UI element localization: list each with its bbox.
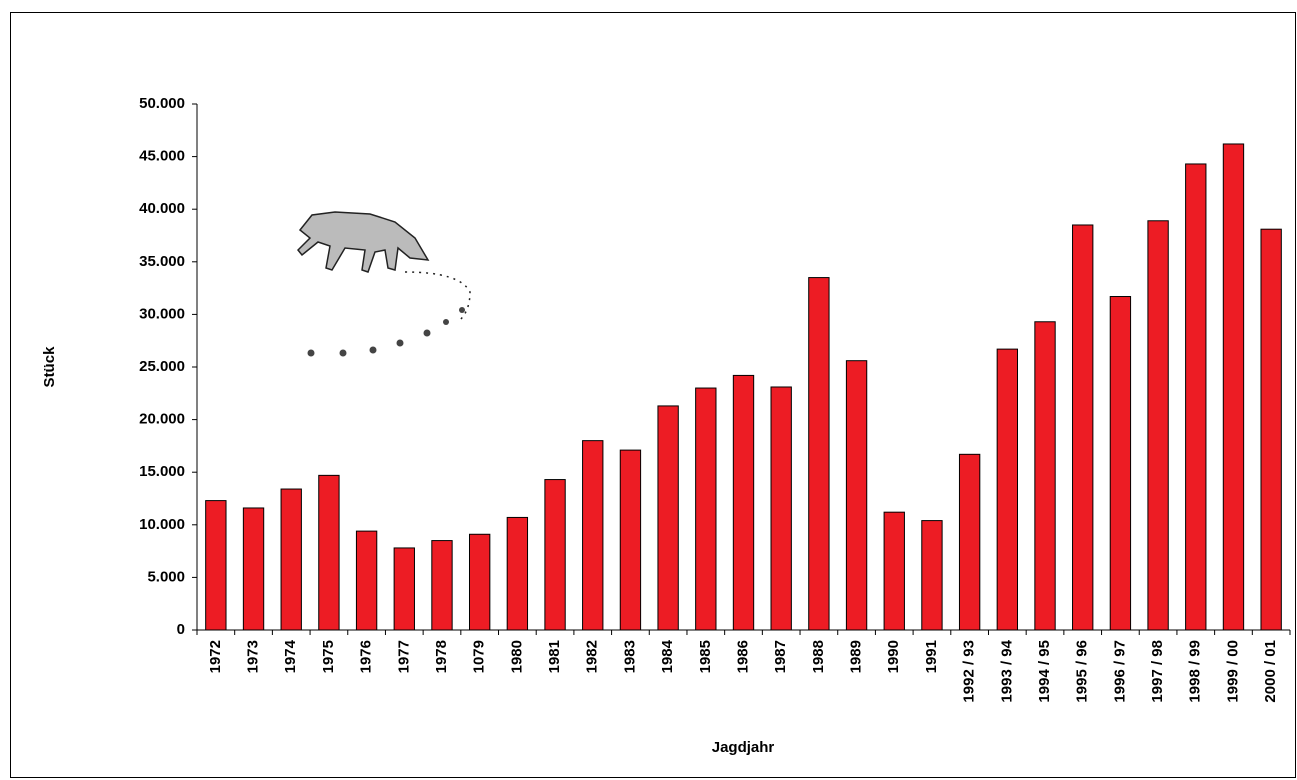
x-tick-label: 1972 <box>207 640 224 673</box>
x-tick-label: 1987 <box>772 640 789 673</box>
x-tick-label: 1994 / 95 <box>1036 640 1053 703</box>
bar <box>845 360 868 631</box>
bar <box>808 277 830 631</box>
x-tick-label: 1981 <box>546 640 563 673</box>
y-tick-label: 40.000 <box>139 200 185 217</box>
x-tick-label: 1973 <box>245 640 262 673</box>
bar <box>958 453 981 631</box>
x-tick-label: 1989 <box>848 640 865 673</box>
bar <box>506 516 529 631</box>
bar <box>1072 224 1094 631</box>
x-tick-label: 1988 <box>810 640 827 673</box>
bar <box>431 540 453 631</box>
bar <box>582 440 604 631</box>
x-tick-label: 1976 <box>358 640 375 673</box>
x-tick-label: 1978 <box>433 640 450 673</box>
x-tick-label: 1999 / 00 <box>1224 640 1241 703</box>
x-tick-label: 1993 / 94 <box>998 639 1015 702</box>
x-axis-label: Jagdjahr <box>712 739 775 756</box>
bar <box>1185 163 1207 631</box>
x-tick-label: 1991 <box>923 640 940 673</box>
bar <box>1222 143 1245 631</box>
x-tick-label: 1974 <box>282 639 299 673</box>
x-tick-label: 1990 <box>885 640 902 673</box>
bar <box>883 511 905 631</box>
y-tick-label: 50.000 <box>139 95 185 112</box>
bar <box>1034 321 1056 631</box>
y-tick-label: 10.000 <box>139 516 185 533</box>
bar <box>619 449 642 631</box>
x-tick-label: 1986 <box>734 640 751 673</box>
y-tick-label: 5.000 <box>147 568 185 585</box>
x-tick-label: 1983 <box>621 640 638 673</box>
bar <box>318 474 340 631</box>
chart-frame <box>10 12 1296 778</box>
x-tick-label: 1977 <box>395 640 412 673</box>
bar <box>205 500 227 631</box>
x-tick-label: 1079 <box>471 640 488 673</box>
bar <box>770 386 792 631</box>
y-tick-label: 35.000 <box>139 253 185 270</box>
fox-illustration <box>296 211 471 357</box>
y-tick-label: 20.000 <box>139 411 185 428</box>
x-tick-label: 1996 / 97 <box>1111 640 1128 703</box>
x-tick-label: 1982 <box>584 640 601 673</box>
x-tick-label: 1980 <box>508 640 525 673</box>
bar <box>544 479 566 631</box>
bar <box>468 533 491 631</box>
x-tick-label: 1984 <box>659 639 676 673</box>
x-tick-label: 2000 / 01 <box>1262 640 1279 703</box>
x-tick-label: 1998 / 99 <box>1187 640 1204 703</box>
x-tick-label: 1997 / 98 <box>1149 640 1166 703</box>
bar <box>393 547 415 631</box>
y-axis-label: Stück <box>41 346 58 388</box>
x-tick-label: 1992 / 93 <box>961 640 978 703</box>
bar <box>657 405 679 631</box>
y-tick-label: 0 <box>177 621 185 638</box>
bar <box>1109 296 1132 631</box>
bar <box>695 387 717 631</box>
bar <box>732 374 755 631</box>
y-tick-label: 45.000 <box>139 148 185 165</box>
bar <box>242 507 265 631</box>
bar <box>280 488 302 631</box>
x-tick-label: 1975 <box>320 640 337 673</box>
bar <box>1147 220 1169 631</box>
bar <box>355 530 378 631</box>
x-tick-label: 1995 / 96 <box>1074 640 1091 703</box>
bar <box>1260 228 1282 631</box>
x-tick-label: 1985 <box>697 640 714 673</box>
bar <box>921 520 943 631</box>
y-tick-label: 30.000 <box>139 305 185 322</box>
bar <box>996 348 1019 631</box>
y-tick-label: 15.000 <box>139 463 185 480</box>
y-tick-label: 25.000 <box>139 358 185 375</box>
